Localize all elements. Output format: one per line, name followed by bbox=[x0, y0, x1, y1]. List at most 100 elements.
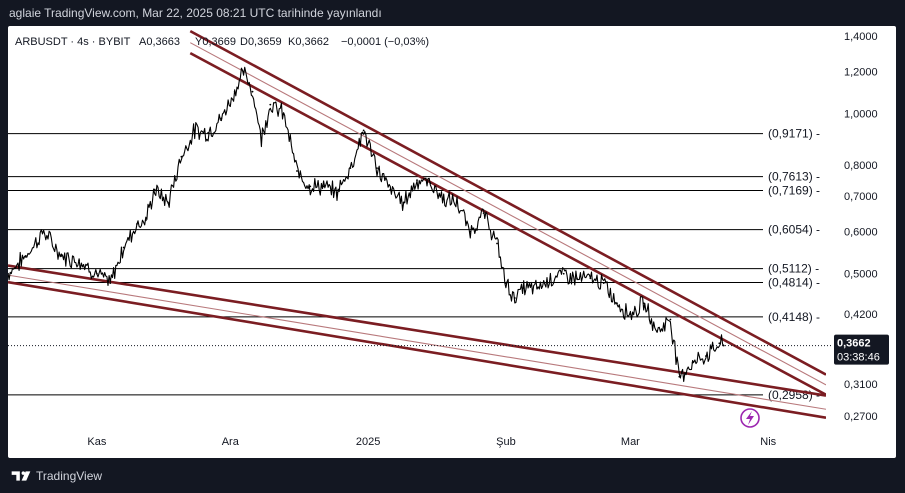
price-point bbox=[442, 198, 445, 201]
price-point bbox=[282, 112, 285, 115]
x-tick-label: Kas bbox=[87, 436, 106, 448]
price-point bbox=[429, 182, 432, 185]
y-tick-label: 0,7000 bbox=[844, 191, 878, 203]
price-point bbox=[96, 272, 98, 275]
price-point bbox=[629, 313, 632, 315]
price-point bbox=[309, 185, 312, 188]
x-tick-label: 2025 bbox=[356, 436, 380, 448]
price-point bbox=[691, 361, 694, 364]
y-tick-label: 0,4200 bbox=[844, 309, 878, 321]
price-point bbox=[322, 185, 325, 188]
price-point bbox=[144, 219, 147, 222]
price-point bbox=[513, 297, 516, 299]
y-tick-label: 1,2000 bbox=[844, 67, 878, 79]
price-axis[interactable]: 1,4000 1,2000 1,0000 0,8000 0,7000 0,6000 0,50… bbox=[844, 31, 878, 423]
chart-panel[interactable]: (0,9171) - (0,7613) - (0,7169) - (0,6054) -… bbox=[8, 26, 896, 458]
price-point bbox=[109, 282, 112, 285]
price-point bbox=[416, 179, 418, 182]
price-point bbox=[193, 129, 196, 132]
price-point bbox=[8, 272, 9, 275]
trendline-upper-inner bbox=[189, 51, 826, 396]
y-tick-label: 1,0000 bbox=[844, 109, 878, 121]
chart-svg[interactable]: (0,9171) - (0,7613) -(0,7169) - (0,6054) -… bbox=[8, 26, 896, 458]
price-point bbox=[136, 223, 138, 225]
price-point bbox=[349, 167, 352, 170]
y-tick-label: 0,2700 bbox=[844, 411, 878, 423]
publish-header: aglaie TradingView.com, Mar 22, 2025 08:… bbox=[9, 6, 382, 20]
x-tick-label: Şub bbox=[496, 436, 516, 448]
y-tick-label: 1,4000 bbox=[844, 31, 878, 43]
price-point bbox=[336, 191, 338, 194]
price-point bbox=[549, 277, 552, 280]
footer-branding: TradingView bbox=[10, 467, 102, 485]
price-point bbox=[24, 255, 27, 257]
trendlines bbox=[8, 29, 826, 419]
footer-brand-label: TradingView bbox=[36, 469, 103, 483]
legend-symbol[interactable]: ARBUSDT · 4s · BYBIT bbox=[15, 36, 131, 48]
level-label: (0,4814) - bbox=[768, 275, 820, 289]
price-point bbox=[718, 342, 721, 345]
price-point bbox=[536, 287, 538, 289]
price-point bbox=[496, 242, 498, 245]
time-axis[interactable]: Kas Ara 2025 Şub Mar Nis bbox=[87, 436, 776, 448]
tradingview-logo-icon bbox=[11, 471, 31, 481]
price-point bbox=[78, 259, 81, 262]
level-labels: (0,9171) - (0,7613) -(0,7169) - (0,6054) -… bbox=[768, 127, 820, 402]
price-point bbox=[469, 230, 472, 233]
price-line bbox=[8, 66, 725, 382]
lightning-icon[interactable] bbox=[740, 408, 760, 428]
price-point bbox=[562, 272, 565, 275]
price-point bbox=[678, 375, 681, 378]
level-label: (0,7613) - bbox=[768, 170, 820, 184]
price-point bbox=[389, 188, 392, 191]
x-tick-label: Nis bbox=[760, 436, 776, 448]
price-point bbox=[505, 282, 507, 285]
price-point bbox=[589, 277, 592, 280]
price-point bbox=[402, 201, 405, 204]
level-label: (0,9171) - bbox=[768, 127, 820, 141]
price-point bbox=[576, 277, 578, 280]
level-label: (0,5112) - bbox=[768, 262, 819, 276]
price-point bbox=[167, 201, 169, 204]
trendline-upper-outer bbox=[189, 29, 826, 376]
legend-low: D0,3659 bbox=[240, 36, 282, 48]
y-tick-label: 0,6000 bbox=[844, 227, 878, 239]
price-point bbox=[220, 117, 223, 120]
price-point bbox=[722, 344, 725, 347]
price-point bbox=[42, 230, 45, 233]
price-point bbox=[180, 155, 183, 158]
price-point bbox=[296, 170, 298, 172]
price-point bbox=[456, 201, 458, 204]
trendline-upper-middle bbox=[190, 42, 826, 386]
price-point bbox=[153, 188, 156, 191]
price-point bbox=[522, 287, 525, 289]
level-label: (0,7169) - bbox=[768, 184, 820, 198]
current-price-value: 0,3662 bbox=[837, 338, 871, 350]
legend-change: −0,0001 (−0,03%) bbox=[341, 36, 429, 48]
price-point bbox=[482, 212, 485, 215]
price-point bbox=[233, 90, 236, 93]
price-point bbox=[376, 167, 378, 170]
price-series bbox=[8, 66, 725, 382]
price-point bbox=[669, 318, 672, 321]
trendline-lower-lower bbox=[8, 280, 826, 419]
y-tick-label: 0,5000 bbox=[844, 269, 878, 281]
price-point bbox=[642, 302, 645, 305]
price-point bbox=[362, 129, 365, 132]
price-point bbox=[656, 330, 658, 332]
y-tick-label: 0,3100 bbox=[844, 379, 878, 391]
price-point bbox=[269, 103, 272, 106]
bar-countdown-timer: 03:38:46 bbox=[837, 352, 880, 364]
legend-close: K0,3662 bbox=[288, 36, 329, 48]
legend-open: A0,3663 bbox=[139, 36, 180, 48]
horizontal-levels bbox=[8, 133, 763, 396]
price-point bbox=[602, 282, 605, 285]
trendline-lower-middle bbox=[8, 274, 826, 410]
level-label: (0,4148) - bbox=[768, 310, 820, 324]
trendline-lower-upper bbox=[8, 264, 826, 397]
price-point bbox=[251, 90, 254, 93]
current-price-tag: 0,3662 03:38:46 bbox=[834, 334, 889, 365]
price-point bbox=[260, 137, 263, 139]
price-point bbox=[705, 355, 707, 357]
